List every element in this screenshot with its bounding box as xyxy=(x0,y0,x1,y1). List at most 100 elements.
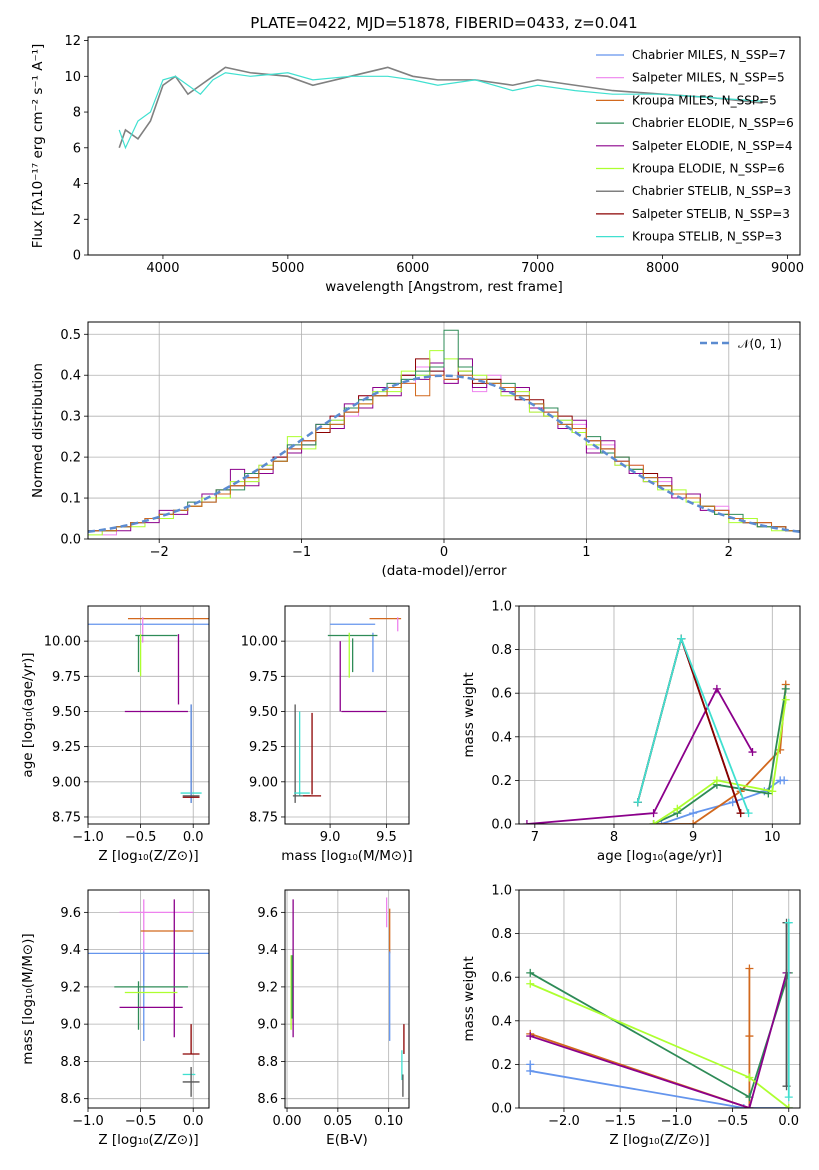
mass-weight-vs-age-axes xyxy=(519,605,800,825)
x-tick-label: −1.5 xyxy=(604,1114,636,1129)
x-axis-label: Z [log₁₀(Z/Z⊙)] xyxy=(98,1132,198,1148)
y-tick-label: 9.2 xyxy=(257,980,278,995)
x-axis-label: wavelength [Angstrom, rest frame] xyxy=(325,279,563,295)
y-tick-label: 0.4 xyxy=(491,730,512,745)
y-tick-label: 8.75 xyxy=(249,810,278,825)
y-tick-label: 0.4 xyxy=(60,369,81,384)
legend-entry: Chabrier ELODIE, N_SSP=6 xyxy=(632,116,794,130)
data-point-marker xyxy=(649,820,658,824)
y-tick-label: 8.8 xyxy=(60,1055,81,1070)
x-axis-label: E(B-V) xyxy=(326,1132,368,1148)
mass-weight-vs-z-frame xyxy=(518,889,801,1109)
data-point-marker xyxy=(673,804,682,813)
x-tick-label: 7000 xyxy=(521,261,554,276)
mass-weight-vs-z-plot-area xyxy=(526,918,793,1108)
legend-entry: Kroupa MILES, N_SSP=5 xyxy=(632,93,777,107)
x-tick-label: 0.00 xyxy=(273,1114,302,1129)
x-tick-label: 0.0 xyxy=(183,830,204,845)
y-tick-label: 9.50 xyxy=(52,705,81,720)
mass-weight-vs-age-frame xyxy=(518,605,801,825)
residuals-plot-area xyxy=(88,329,800,539)
x-tick-label: 0.0 xyxy=(778,1114,799,1129)
mass-weight-vs-age-plot-area xyxy=(522,634,790,824)
legend-entry: Salpeter STELIB, N_SSP=3 xyxy=(632,207,790,221)
x-tick-label: 7 xyxy=(531,830,539,845)
legend-entry: Chabrier MILES, N_SSP=7 xyxy=(632,48,786,62)
y-tick-label: 9.50 xyxy=(249,705,278,720)
y-axis-label: mass weight xyxy=(461,956,477,1041)
x-tick-label: −1 xyxy=(292,545,311,560)
y-tick-label: 8.8 xyxy=(257,1055,278,1070)
data-point-marker xyxy=(745,1104,754,1108)
y-axis-label: mass [log₁₀(M/M⊙)] xyxy=(20,933,36,1064)
data-point-marker xyxy=(712,776,721,785)
data-point-marker xyxy=(745,1073,754,1082)
y-tick-label: 0.2 xyxy=(491,1058,512,1073)
y-tick-label: 0.4 xyxy=(491,1014,512,1029)
y-tick-label: 8 xyxy=(73,106,81,121)
data-point-marker xyxy=(736,809,745,818)
y-tick-label: 8.6 xyxy=(257,1092,278,1107)
data-point-marker xyxy=(689,820,698,824)
mass-vs-ebv-frame xyxy=(284,889,410,1109)
data-point-marker xyxy=(526,968,535,977)
y-axis-label: mass weight xyxy=(461,672,477,757)
series-line-4 xyxy=(526,686,754,824)
x-axis-label: Z [log₁₀(Z/Z⊙)] xyxy=(98,848,198,864)
y-tick-label: 10.00 xyxy=(241,635,278,650)
age-vs-z-frame xyxy=(87,605,210,825)
legend-entry: Salpeter ELODIE, N_SSP=4 xyxy=(632,139,793,153)
y-tick-label: 6 xyxy=(73,141,81,156)
y-tick-label: 8.6 xyxy=(60,1092,81,1107)
x-tick-label: −1.0 xyxy=(72,830,104,845)
legend-entry: Chabrier STELIB, N_SSP=3 xyxy=(632,184,791,198)
x-tick-label: 9.5 xyxy=(376,830,397,845)
y-tick-label: 9.6 xyxy=(60,906,81,921)
data-point-marker xyxy=(526,1032,535,1041)
age-vs-z-plot-area xyxy=(88,617,209,803)
x-tick-label: 10 xyxy=(764,830,781,845)
y-tick-label: 0.6 xyxy=(491,687,512,702)
y-tick-label: 9.0 xyxy=(60,1018,81,1033)
y-tick-label: 9.00 xyxy=(249,775,278,790)
x-tick-label: 6000 xyxy=(396,261,429,276)
y-tick-label: 9.0 xyxy=(257,1018,278,1033)
y-tick-label: 10.00 xyxy=(44,635,81,650)
y-tick-label: 0.6 xyxy=(491,971,512,986)
y-tick-label: 10 xyxy=(64,70,81,85)
data-point-marker xyxy=(745,1032,754,1041)
data-point-marker xyxy=(526,1066,535,1075)
data-point-marker xyxy=(784,1093,793,1102)
spectrum-frame xyxy=(87,36,801,256)
data-point-marker xyxy=(633,798,642,807)
x-axis-label: mass [log₁₀(M/M⊙)] xyxy=(281,848,412,864)
x-tick-label: 0 xyxy=(440,545,448,560)
x-tick-label: −1.0 xyxy=(661,1114,693,1129)
x-tick-label: 2 xyxy=(725,545,733,560)
data-point-marker xyxy=(745,964,754,973)
series-line-0 xyxy=(661,779,785,824)
mass-vs-ebv-axes xyxy=(285,890,409,1108)
normal-curve xyxy=(88,374,800,534)
x-axis-label: (data-model)/error xyxy=(381,563,507,579)
y-tick-label: 1.0 xyxy=(491,600,512,615)
y-axis-label: age [log₁₀(age/yr)] xyxy=(20,652,36,777)
data-point-marker xyxy=(748,748,757,757)
y-tick-label: 0 xyxy=(73,249,81,264)
y-tick-label: 4 xyxy=(73,177,81,192)
x-tick-label: −1.0 xyxy=(72,1114,104,1129)
data-point-marker xyxy=(728,798,737,807)
data-point-marker xyxy=(744,809,753,818)
data-point-marker xyxy=(781,695,790,704)
x-tick-label: −0.5 xyxy=(125,830,157,845)
mass-vs-z-frame xyxy=(87,889,210,1109)
y-tick-label: 9.4 xyxy=(257,943,278,958)
series-line-4 xyxy=(529,972,788,1108)
legend-entry: Kroupa STELIB, N_SSP=3 xyxy=(632,230,782,244)
y-tick-label: 9.75 xyxy=(249,670,278,685)
y-axis-label: Normed distribution xyxy=(30,363,46,498)
data-point-marker xyxy=(781,684,790,693)
data-point-marker xyxy=(768,787,777,796)
x-tick-label: 8000 xyxy=(646,261,679,276)
